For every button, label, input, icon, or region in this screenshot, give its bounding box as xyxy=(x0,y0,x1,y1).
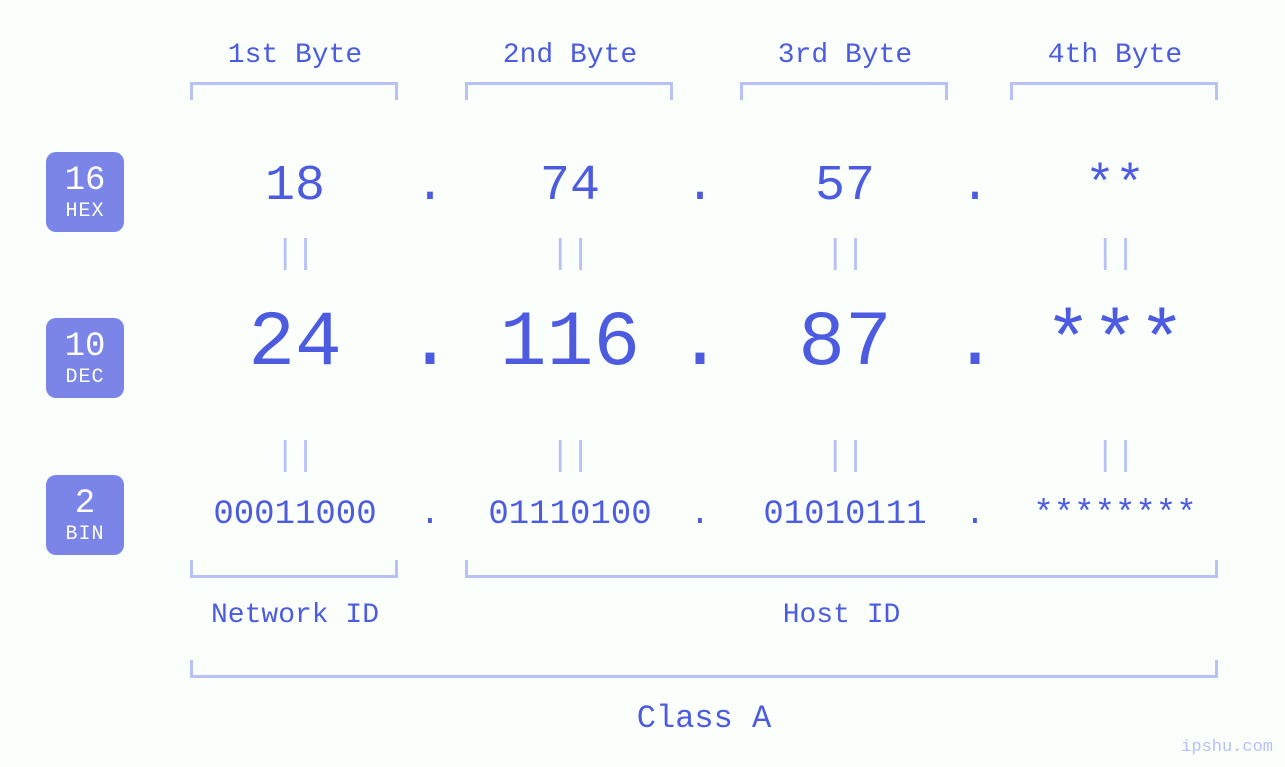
eq-1c: || xyxy=(825,236,865,274)
badge-hex: 16 HEX xyxy=(46,152,124,232)
bin-dot-1: . xyxy=(410,496,450,534)
hex-dot-2: . xyxy=(680,158,720,215)
eq-2b: || xyxy=(550,438,590,476)
eq-1a: || xyxy=(275,236,315,274)
top-bracket-4 xyxy=(1010,82,1218,100)
eq-1d: || xyxy=(1095,236,1135,274)
badge-hex-base: 16 xyxy=(46,164,124,198)
dec-byte-4: *** xyxy=(995,300,1235,388)
hex-dot-3: . xyxy=(955,158,995,215)
top-bracket-2 xyxy=(465,82,673,100)
byte-label-4: 4th Byte xyxy=(995,40,1235,71)
byte-label-3: 3rd Byte xyxy=(725,40,965,71)
byte-label-2: 2nd Byte xyxy=(450,40,690,71)
eq-2a: || xyxy=(275,438,315,476)
dec-byte-3: 87 xyxy=(725,300,965,388)
badge-dec-abbr: DEC xyxy=(46,368,124,388)
hex-byte-2: 74 xyxy=(450,158,690,215)
bin-dot-3: . xyxy=(955,496,995,534)
eq-2d: || xyxy=(1095,438,1135,476)
badge-bin-abbr: BIN xyxy=(46,525,124,545)
host-bracket xyxy=(465,560,1218,578)
dec-byte-1: 24 xyxy=(175,300,415,388)
network-id-label: Network ID xyxy=(175,600,415,631)
watermark: ipshu.com xyxy=(1181,738,1273,757)
bin-byte-3: 01010111 xyxy=(725,496,965,534)
class-bracket xyxy=(190,660,1218,678)
network-bracket xyxy=(190,560,398,578)
eq-1b: || xyxy=(550,236,590,274)
hex-byte-4: ** xyxy=(995,158,1235,215)
bin-dot-2: . xyxy=(680,496,720,534)
host-id-label: Host ID xyxy=(465,600,1218,631)
hex-dot-1: . xyxy=(410,158,450,215)
top-bracket-1 xyxy=(190,82,398,100)
badge-dec: 10 DEC xyxy=(46,318,124,398)
bin-byte-4: ******** xyxy=(995,496,1235,534)
hex-byte-3: 57 xyxy=(725,158,965,215)
dec-dot-2: . xyxy=(670,300,730,388)
byte-label-1: 1st Byte xyxy=(175,40,415,71)
bin-byte-2: 01110100 xyxy=(450,496,690,534)
class-label: Class A xyxy=(190,700,1218,737)
bin-byte-1: 00011000 xyxy=(175,496,415,534)
eq-2c: || xyxy=(825,438,865,476)
hex-byte-1: 18 xyxy=(175,158,415,215)
badge-dec-base: 10 xyxy=(46,330,124,364)
badge-bin: 2 BIN xyxy=(46,475,124,555)
badge-hex-abbr: HEX xyxy=(46,202,124,222)
dec-byte-2: 116 xyxy=(450,300,690,388)
top-bracket-3 xyxy=(740,82,948,100)
badge-bin-base: 2 xyxy=(46,487,124,521)
